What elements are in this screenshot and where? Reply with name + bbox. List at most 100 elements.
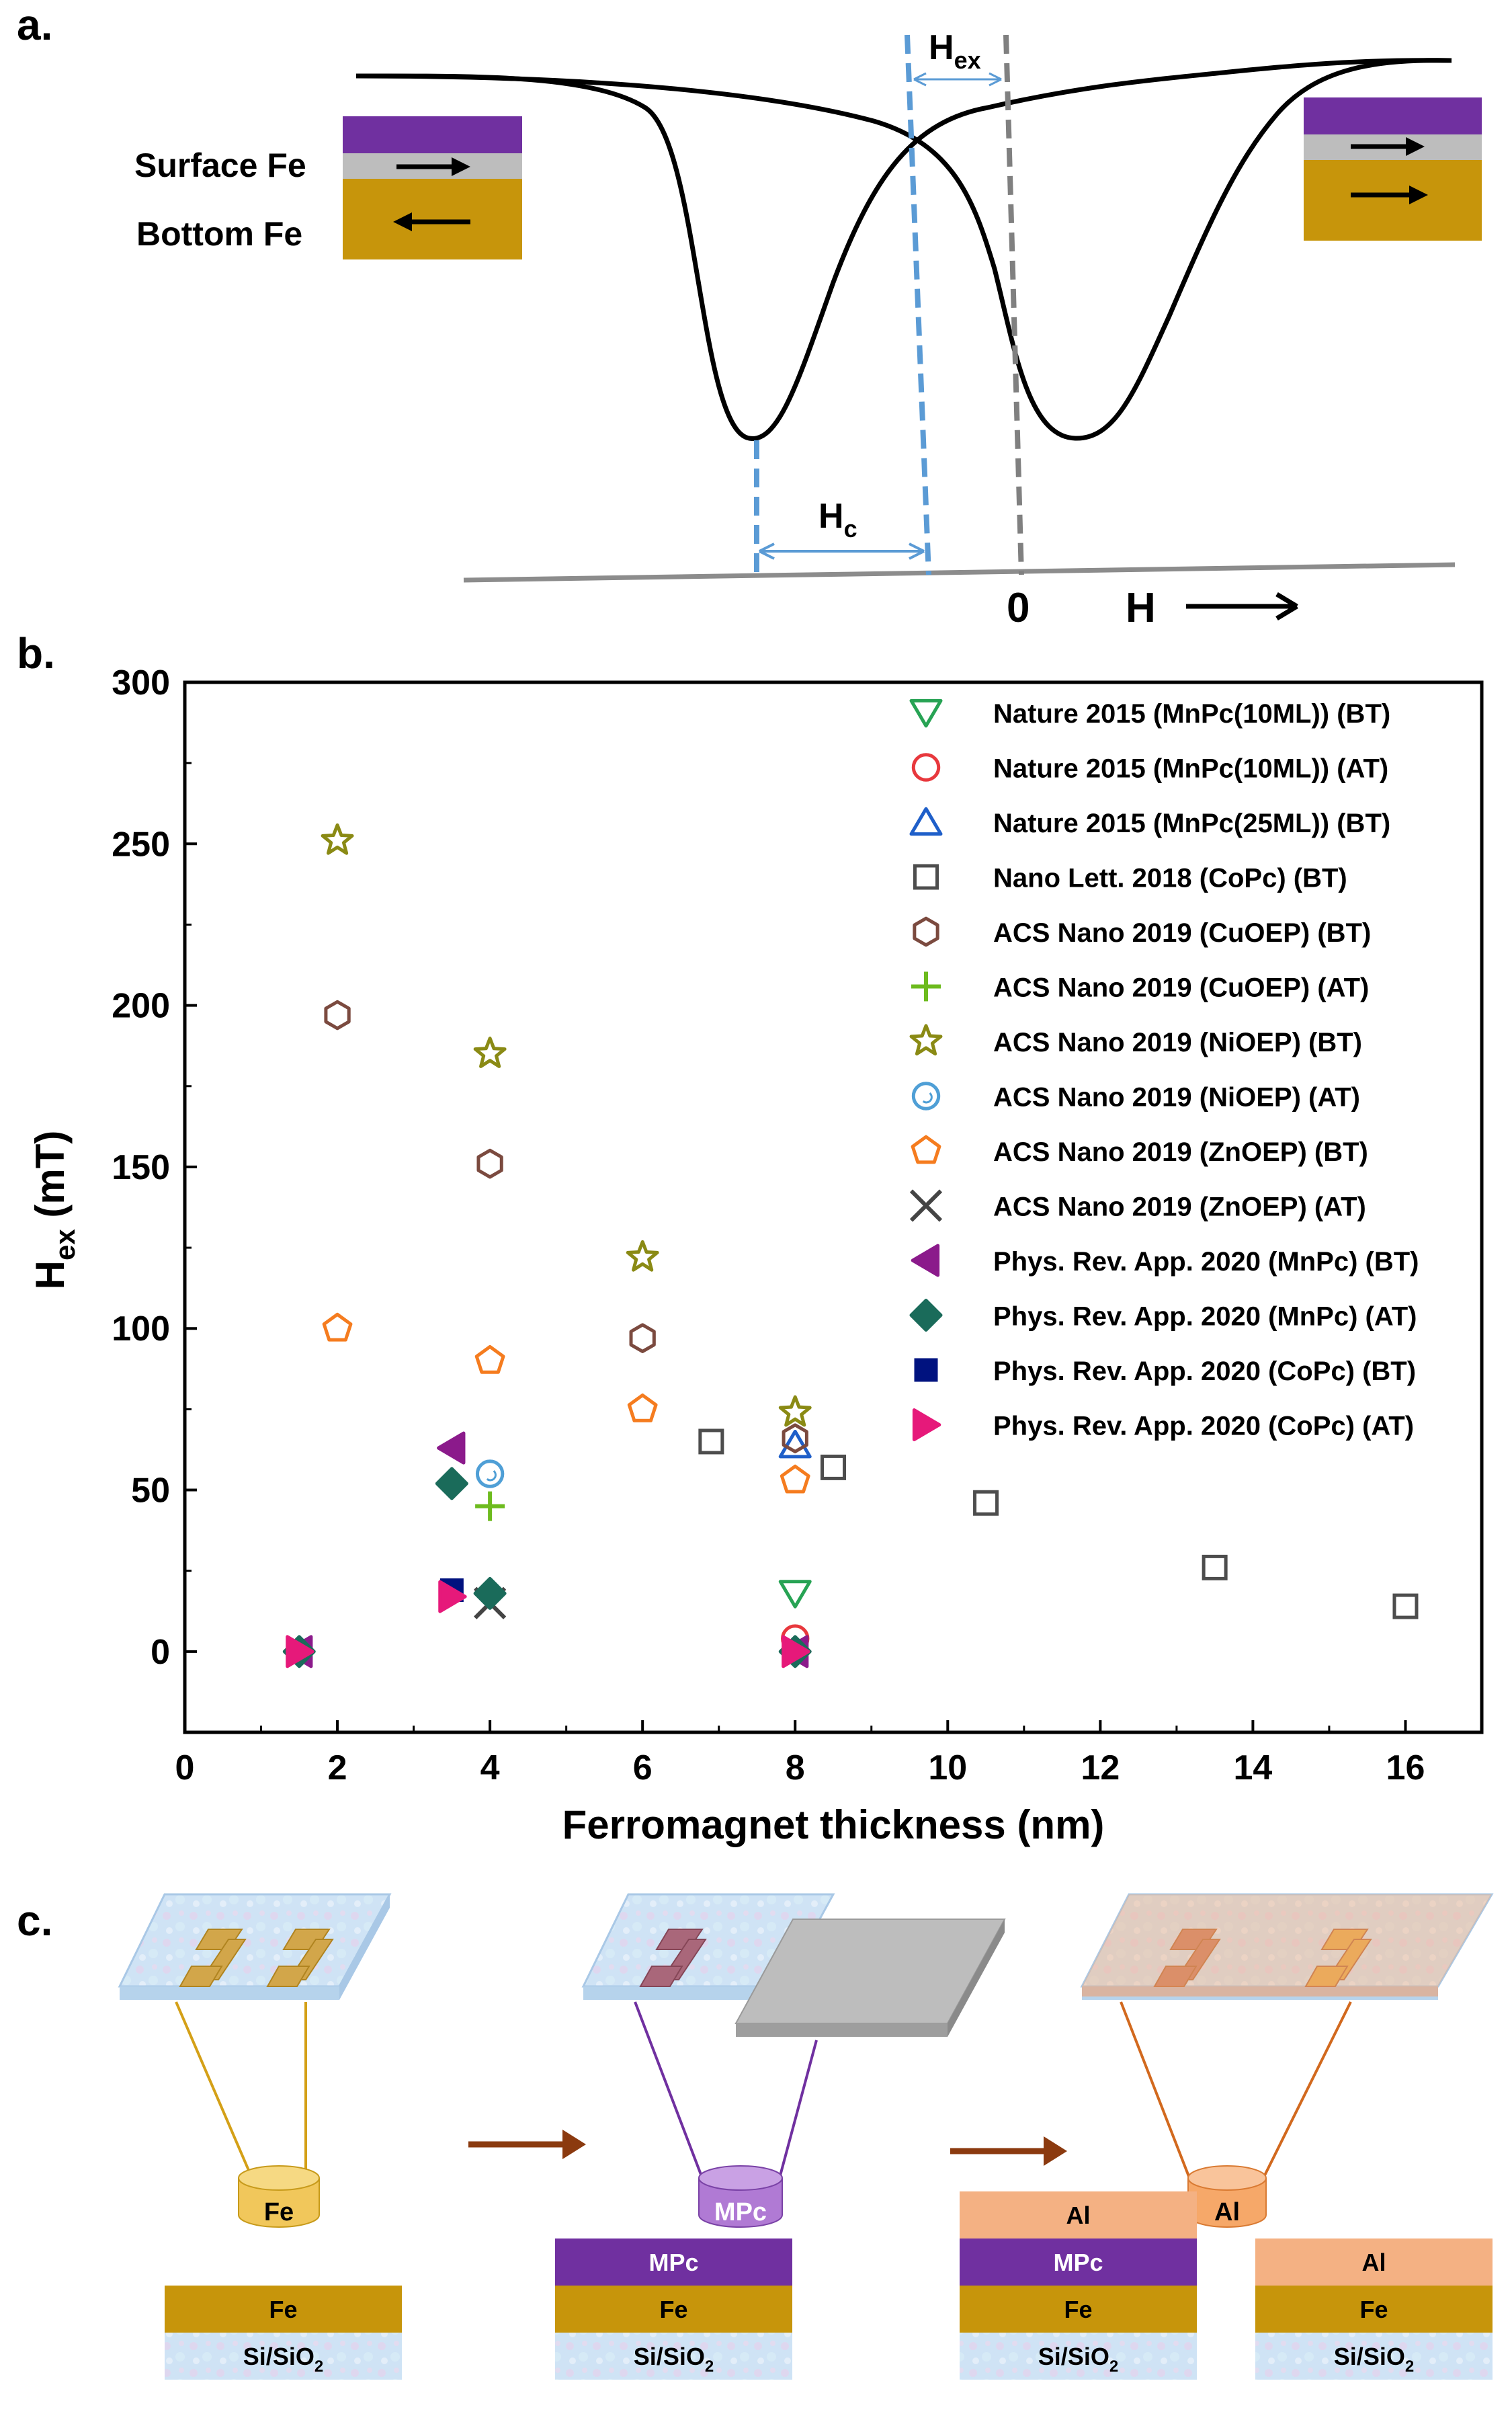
step2-substrate-plate <box>581 1893 1006 2037</box>
left-stack-top-layer <box>343 116 522 153</box>
data-point <box>973 1490 999 1516</box>
data-point <box>778 1395 812 1427</box>
layer-label: Fe <box>1064 2296 1092 2323</box>
y-tick-label: 300 <box>112 663 170 702</box>
legend-marker <box>909 807 943 836</box>
data-point <box>627 1393 658 1422</box>
x-tick-label: 8 <box>786 1748 805 1787</box>
layer-fe <box>960 2286 1197 2333</box>
data-point <box>626 1240 659 1272</box>
data-point <box>321 823 354 855</box>
legend-item: Nature 2015 (MnPc(25ML)) (BT) <box>909 807 1390 838</box>
mpc-source-crucible: MPc <box>698 2165 783 2228</box>
panel-c-label: c. <box>17 1896 53 1945</box>
svg-text:MPc: MPc <box>714 2198 767 2226</box>
layer-label: Fe <box>659 2296 687 2323</box>
legend-item: Phys. Rev. App. 2020 (MnPc) (AT) <box>909 1299 1417 1332</box>
layer-mpc <box>555 2238 792 2286</box>
legend-marker <box>911 1135 941 1164</box>
step1-substrate-plate <box>118 1893 392 2000</box>
legend-marker <box>909 1024 943 1056</box>
layer-stack: MPc Fe Si/SiO2 <box>555 2238 792 2380</box>
layer-label: Si/SiO2 <box>1334 2343 1414 2376</box>
data-point <box>474 1344 505 1374</box>
y-tick-label: 200 <box>112 987 170 1026</box>
layer-label: Si/SiO2 <box>634 2343 714 2376</box>
step3-substrate-plate <box>1080 1893 1494 2000</box>
legend-marker <box>913 864 939 890</box>
data-point <box>286 1635 314 1668</box>
legend-marker <box>911 971 941 1002</box>
surface-fe-label: Surface Fe <box>134 147 306 184</box>
data-point <box>778 1429 812 1459</box>
y-tick-label: 150 <box>112 1148 170 1187</box>
legend-marker <box>909 1189 943 1222</box>
layer-label: Si/SiO2 <box>1038 2343 1118 2376</box>
data-point <box>780 1464 810 1494</box>
data-point <box>473 1037 507 1068</box>
layer-si-sio <box>1255 2333 1493 2380</box>
data-point <box>437 1431 466 1465</box>
data-point <box>1202 1554 1228 1580</box>
x-tick-label: 12 <box>1081 1748 1120 1787</box>
data-point <box>782 1423 808 1453</box>
layer-fe <box>555 2286 792 2333</box>
legend-label: Phys. Rev. App. 2020 (MnPc) (BT) <box>993 1247 1419 1277</box>
data-point <box>778 1580 812 1609</box>
layer-stack: Al MPc Fe Si/SiO2 <box>960 2191 1197 2380</box>
hex-vs-thickness-chart: 0 2 4 6 8 10 12 14 16 0 50 100 150 200 250 300 Nature 2… <box>28 663 1484 1847</box>
legend-marker <box>913 916 939 947</box>
legend-label: ACS Nano 2019 (ZnOEP) (AT) <box>993 1193 1366 1222</box>
right-stack-top-layer <box>1304 97 1482 134</box>
legend-marker <box>911 1082 941 1111</box>
legend-item: Phys. Rev. App. 2020 (CoPc) (AT) <box>912 1408 1414 1441</box>
legend-marker <box>911 1244 940 1277</box>
data-point <box>322 1312 353 1342</box>
layer-mpc <box>960 2238 1197 2286</box>
layer-label: Fe <box>269 2296 297 2323</box>
curve-parallel <box>355 58 1452 441</box>
curve-bottom-reversed <box>355 58 1452 441</box>
layer-label: Al <box>1066 2202 1091 2229</box>
panel-b-label: b. <box>17 629 55 678</box>
data-point <box>473 1576 507 1610</box>
layer-al <box>960 2191 1197 2238</box>
data-point <box>438 1580 467 1613</box>
legend-label: ACS Nano 2019 (CuOEP) (AT) <box>993 973 1369 1003</box>
legend-item: Nano Lett. 2018 (CoPc) (BT) <box>913 864 1347 893</box>
legend-item: ACS Nano 2019 (CuOEP) (AT) <box>911 971 1369 1003</box>
field-axis-line <box>463 562 1456 583</box>
legend-marker <box>912 1408 941 1441</box>
legend-marker <box>911 753 941 782</box>
y-tick-label: 0 <box>151 1633 170 1672</box>
plot-frame <box>183 680 1484 1734</box>
zero-field-dashed-line <box>1003 34 1024 575</box>
legend-label: Nature 2015 (MnPc(25ML)) (BT) <box>993 809 1390 838</box>
layer-label: MPc <box>1053 2249 1103 2276</box>
layer-fe <box>1255 2286 1493 2333</box>
svg-text:Al: Al <box>1214 2198 1240 2226</box>
legend-item: Phys. Rev. App. 2020 (MnPc) (BT) <box>911 1244 1419 1277</box>
hex-label: Hex <box>929 28 981 74</box>
al-source-crucible: Al <box>1187 2165 1267 2228</box>
legend-item: Nature 2015 (MnPc(10ML)) (AT) <box>911 753 1388 784</box>
left-stack-bottom-fe <box>343 179 522 259</box>
data-point <box>1392 1593 1419 1619</box>
legend-item: ACS Nano 2019 (ZnOEP) (AT) <box>909 1189 1366 1222</box>
layer-stack: Fe Si/SiO2 <box>165 2286 402 2380</box>
fe-source-crucible: Fe <box>238 2165 320 2228</box>
layer-si-sio <box>555 2333 792 2380</box>
x-tick-label: 4 <box>480 1748 500 1787</box>
data-point <box>698 1428 724 1455</box>
data-point <box>475 1459 505 1488</box>
data-point <box>324 1000 351 1031</box>
layer-label: Al <box>1362 2249 1386 2276</box>
data-point <box>782 1635 810 1668</box>
legend-label: Nano Lett. 2018 (CoPc) (BT) <box>993 864 1347 893</box>
legend-label: Nature 2015 (MnPc(10ML)) (AT) <box>993 754 1388 784</box>
legend-item: ACS Nano 2019 (CuOEP) (BT) <box>913 916 1371 948</box>
y-tick-label: 50 <box>131 1471 170 1510</box>
layer-label: Fe <box>1359 2296 1388 2323</box>
legend-label: Phys. Rev. App. 2020 (MnPc) (AT) <box>993 1302 1417 1332</box>
